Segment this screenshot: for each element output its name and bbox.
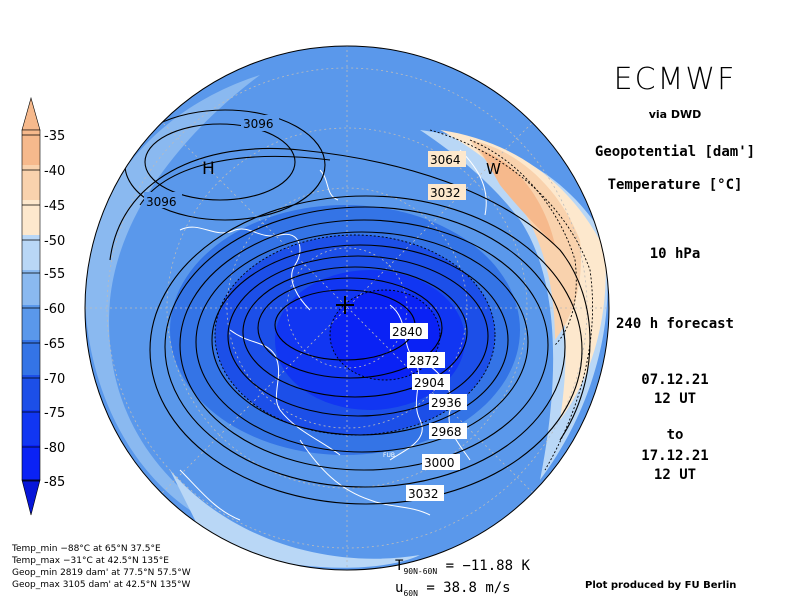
colorbar-label: -35 — [44, 129, 65, 144]
pole-marker — [336, 296, 354, 314]
colorbar-top-arrow — [21, 96, 41, 131]
colorbar-label: -75 — [44, 406, 65, 421]
mean-values: T90N-60N = −11.88 K u60N = 38.8 m/s — [395, 558, 530, 602]
contour-label: 2840 — [392, 325, 423, 339]
geop-min: Geop_min 2819 dam' at 77.5°N 57.5°W — [12, 568, 191, 578]
colorbar-label: -85 — [44, 475, 65, 490]
fub-label: FUB — [383, 452, 395, 459]
field-geopotential: Geopotential [dam'] — [594, 144, 756, 160]
colorbar-label: -55 — [44, 267, 65, 282]
colorbar-segment-5 — [22, 270, 40, 305]
colorbar-segment-9 — [22, 410, 40, 445]
colorbar-label: -45 — [44, 199, 65, 214]
contour-label: 3000 — [424, 456, 455, 470]
zonal-wind: u60N = 38.8 m/s — [395, 579, 511, 598]
model-title: ECMWF — [613, 62, 737, 97]
colorbar-segment-4 — [22, 235, 40, 270]
colorbar-segment-1 — [22, 130, 40, 165]
high-pressure-label: H — [202, 159, 215, 179]
colorbar-label: -50 — [44, 234, 65, 249]
forecast-lead: 240 h forecast — [615, 316, 734, 332]
to-label: to — [666, 427, 684, 443]
init-time: 12 UT — [653, 391, 697, 407]
colorbar-segment-6 — [22, 305, 40, 340]
colorbar-label: -65 — [44, 337, 65, 352]
colorbar-segment-10 — [22, 445, 40, 480]
colorbar-label: -70 — [44, 372, 65, 387]
contour-label: 3032 — [408, 487, 439, 501]
colorbar-segment-2 — [22, 165, 40, 200]
temperature-field: 3096 3096 3064 3032 2840 2872 2904 2936 … — [85, 46, 609, 570]
colorbar-label: -80 — [44, 441, 65, 456]
colorbar-segment-3 — [22, 200, 40, 235]
contour-label: 3032 — [430, 186, 461, 200]
contour-label: 2904 — [414, 376, 445, 390]
valid-date: 17.12.21 — [641, 448, 709, 464]
contour-label: 3096 — [146, 195, 177, 209]
temp-min: Temp_min −88°C at 65°N 37.5°E — [12, 544, 161, 554]
valid-time: 12 UT — [653, 467, 697, 483]
colorbar-label: -40 — [44, 164, 65, 179]
contour-label: 2936 — [431, 396, 462, 410]
pressure-level: 10 hPa — [649, 246, 701, 262]
warm-label: W — [486, 160, 501, 178]
contour-label: 2968 — [431, 425, 462, 439]
contour-label: 3064 — [430, 153, 461, 167]
source-label: via DWD — [648, 108, 702, 121]
contour-label: 3096 — [243, 117, 274, 131]
colorbar-segment-7 — [22, 340, 40, 375]
geop-max: Geop_max 3105 dam' at 42.5°N 135°W — [12, 580, 191, 590]
colorbar-label: -60 — [44, 302, 65, 317]
credit-line: Plot produced by FU Berlin — [585, 580, 737, 591]
init-date: 07.12.21 — [641, 372, 709, 388]
colorbar: -35 -40 -45 -50 -55 -60 -65 -70 -75 -80 … — [21, 96, 65, 516]
temp-max: Temp_max −31°C at 42.5°N 135°E — [12, 556, 169, 566]
colorbar-segment-8 — [22, 375, 40, 410]
contour-label: 2872 — [409, 354, 440, 368]
extremes-stats: Temp_min −88°C at 65°N 37.5°E Temp_max −… — [12, 543, 191, 591]
polar-temperature: T90N-60N = −11.88 K — [395, 558, 530, 576]
field-temperature: Temperature [°C] — [607, 177, 743, 193]
colorbar-bottom-arrow — [21, 479, 41, 516]
